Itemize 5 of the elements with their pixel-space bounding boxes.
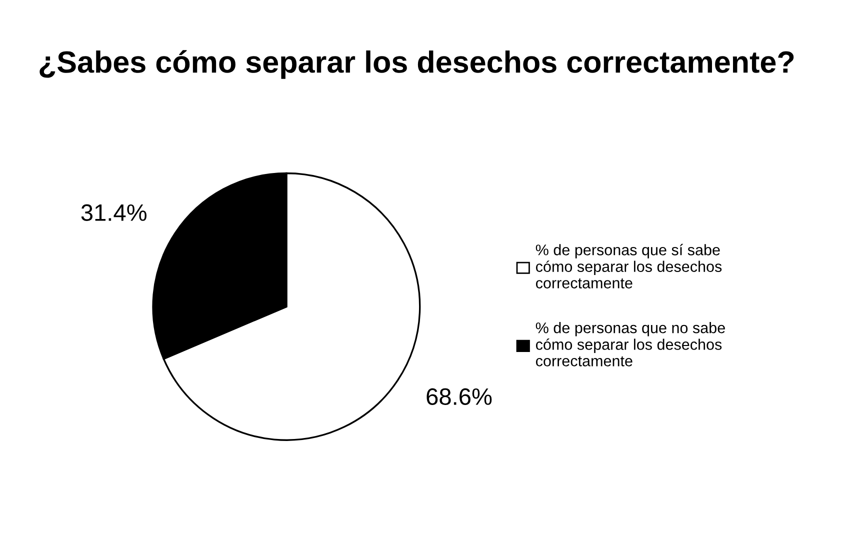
data-label: 68.6% xyxy=(426,388,492,405)
data-label: 31.4% xyxy=(81,204,146,221)
chart-title: ¿Sabes cómo separar los desechos correctamente? xyxy=(40,50,794,79)
legend-label: % de personas que no sabe cómo separar los desechos correctamente xyxy=(536,322,725,366)
legend-label: % de personas que sí sabe cómo separar los desechos correctamente xyxy=(536,244,722,288)
